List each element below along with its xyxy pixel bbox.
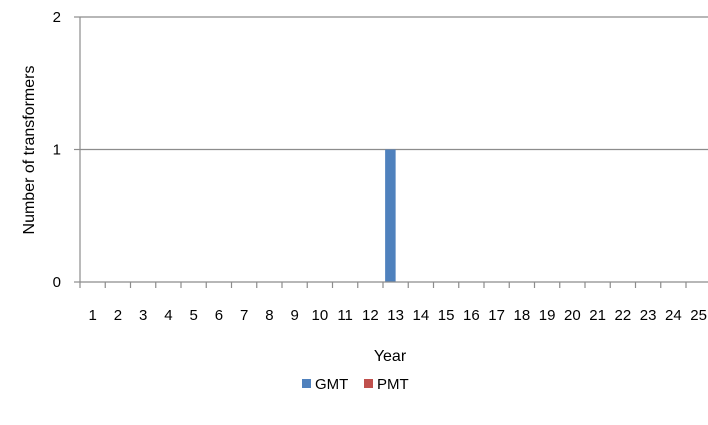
y-tick-labels: 0 1 2 [53, 9, 61, 291]
legend-swatch-gmt [302, 379, 311, 388]
x-tick-label: 24 [665, 307, 682, 324]
x-tick-label: 12 [362, 307, 379, 324]
x-tick-label: 2 [114, 307, 122, 324]
legend-label-pmt: PMT [377, 376, 409, 393]
x-tick-label: 1 [88, 307, 96, 324]
x-tick-label: 10 [312, 307, 329, 324]
x-tick-label: 4 [164, 307, 172, 324]
x-tick-label: 22 [615, 307, 632, 324]
x-tick-label: 11 [337, 307, 353, 324]
y-tick-label: 1 [53, 142, 61, 159]
y-tick-label: 2 [53, 9, 61, 26]
x-tick-label: 8 [265, 307, 273, 324]
x-axis-title: Year [374, 348, 407, 365]
x-tick-label: 25 [690, 307, 707, 324]
x-tick-label: 15 [438, 307, 455, 324]
x-tick-label: 17 [488, 307, 505, 324]
legend: GMT PMT [302, 376, 409, 393]
gridlines [80, 16, 708, 151]
legend-label-gmt: GMT [315, 376, 348, 393]
x-tick-label: 19 [539, 307, 556, 324]
x-tick-label: 7 [240, 307, 248, 324]
axes [74, 16, 708, 288]
x-tick-label: 18 [514, 307, 531, 324]
x-tick-label: 23 [640, 307, 657, 324]
x-tick-label: 3 [139, 307, 147, 324]
bars [385, 149, 396, 282]
x-tick-label: 6 [215, 307, 223, 324]
x-tick-label: 21 [589, 307, 606, 324]
x-tick-labels: 1 2 3 4 5 6 7 8 9 10 11 12 13 14 15 16 17 18 19 20 21 22 23 24 2… [88, 307, 707, 324]
y-tick-label: 0 [53, 274, 61, 291]
x-tick-label: 9 [290, 307, 298, 324]
y-axis-title: Number of transformers [21, 66, 38, 235]
legend-swatch-pmt [364, 379, 373, 388]
bar-gmt [385, 149, 396, 282]
x-tick-label: 20 [564, 307, 581, 324]
x-tick-label: 16 [463, 307, 480, 324]
x-tick-label: 14 [413, 307, 430, 324]
x-tick-label: 5 [189, 307, 197, 324]
x-tick-label: 13 [387, 307, 404, 324]
